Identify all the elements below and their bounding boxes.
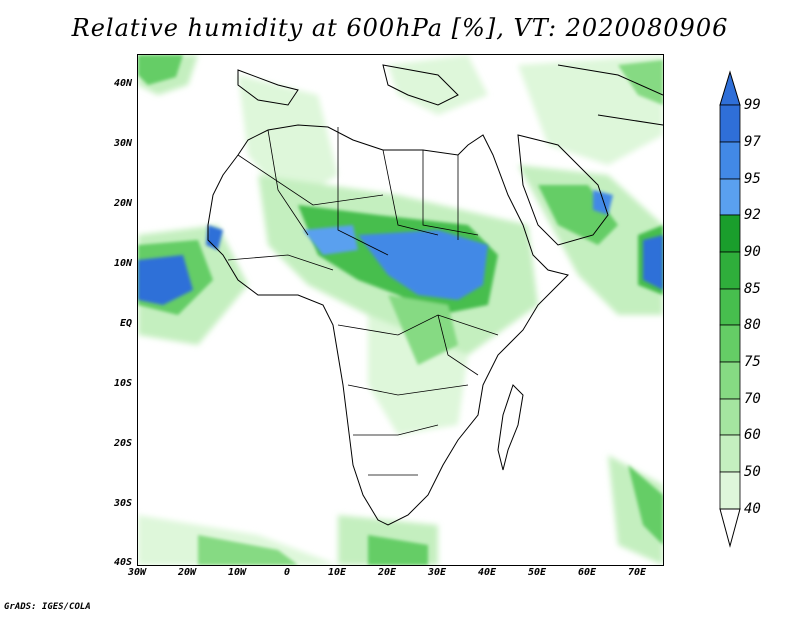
lat-label-40s: 40S <box>113 557 132 568</box>
lon-label-50e: 50E <box>527 567 547 578</box>
coastline <box>207 64 663 526</box>
lat-label-40n: 40N <box>113 78 132 89</box>
colorbar-swatch <box>719 324 741 363</box>
colorbar-swatch <box>719 434 741 473</box>
colorbar-label-70: 70 <box>744 391 761 407</box>
lat-label-30s: 30S <box>113 498 132 509</box>
colorbar-bottom-arrow <box>719 508 741 548</box>
colorbar-label-40: 40 <box>744 501 761 517</box>
country-borders <box>227 127 499 476</box>
colorbar-swatch <box>719 141 741 180</box>
humidity-field <box>138 55 663 565</box>
colorbar-swatch <box>719 361 741 400</box>
colorbar-label-85: 85 <box>744 281 761 297</box>
colorbar-label-90: 90 <box>744 244 761 260</box>
colorbar-label-50: 50 <box>744 464 761 480</box>
lon-label-0: 0 <box>283 567 291 578</box>
lon-label-10w: 10W <box>227 567 247 578</box>
colorbar-swatch <box>719 251 741 290</box>
colorbar-label-99: 99 <box>744 97 761 113</box>
colorbar-swatch <box>719 398 741 436</box>
colorbar-label-75: 75 <box>744 354 761 370</box>
map-title: Relative humidity at 600hPa [%], VT: 202… <box>71 14 729 42</box>
colorbar-top-arrow <box>719 70 741 106</box>
lon-label-20e: 20E <box>377 567 397 578</box>
lon-label-40e: 40E <box>477 567 497 578</box>
colorbar-swatch <box>719 214 741 253</box>
colorbar-label-80: 80 <box>744 317 761 333</box>
lon-label-30e: 30E <box>427 567 447 578</box>
grads-credit: GrADS: IGES/COLA <box>4 602 91 612</box>
map-panel <box>137 54 664 566</box>
colorbar-swatch <box>719 471 741 510</box>
lat-label-eq: EQ <box>119 318 132 329</box>
colorbar-swatch <box>719 104 741 143</box>
colorbar-label-92: 92 <box>744 207 761 223</box>
lon-label-20w: 20W <box>177 567 197 578</box>
colorbar-label-95: 95 <box>744 171 761 187</box>
lat-label-20s: 20S <box>113 438 132 449</box>
humidity-shading-high <box>138 190 663 305</box>
colorbar <box>719 70 741 548</box>
lon-label-60e: 60E <box>577 567 597 578</box>
lon-label-10e: 10E <box>327 567 347 578</box>
lat-label-30n: 30N <box>113 138 132 149</box>
lat-label-10n: 10N <box>113 258 132 269</box>
colorbar-swatch <box>719 178 741 216</box>
lon-label-70e: 70E <box>627 567 647 578</box>
lat-label-20n: 20N <box>113 198 132 209</box>
lat-label-10s: 10S <box>113 378 132 389</box>
colorbar-swatch <box>719 288 741 326</box>
lon-label-30w: 30W <box>127 567 147 578</box>
colorbar-label-60: 60 <box>744 427 761 443</box>
colorbar-label-97: 97 <box>744 134 761 150</box>
